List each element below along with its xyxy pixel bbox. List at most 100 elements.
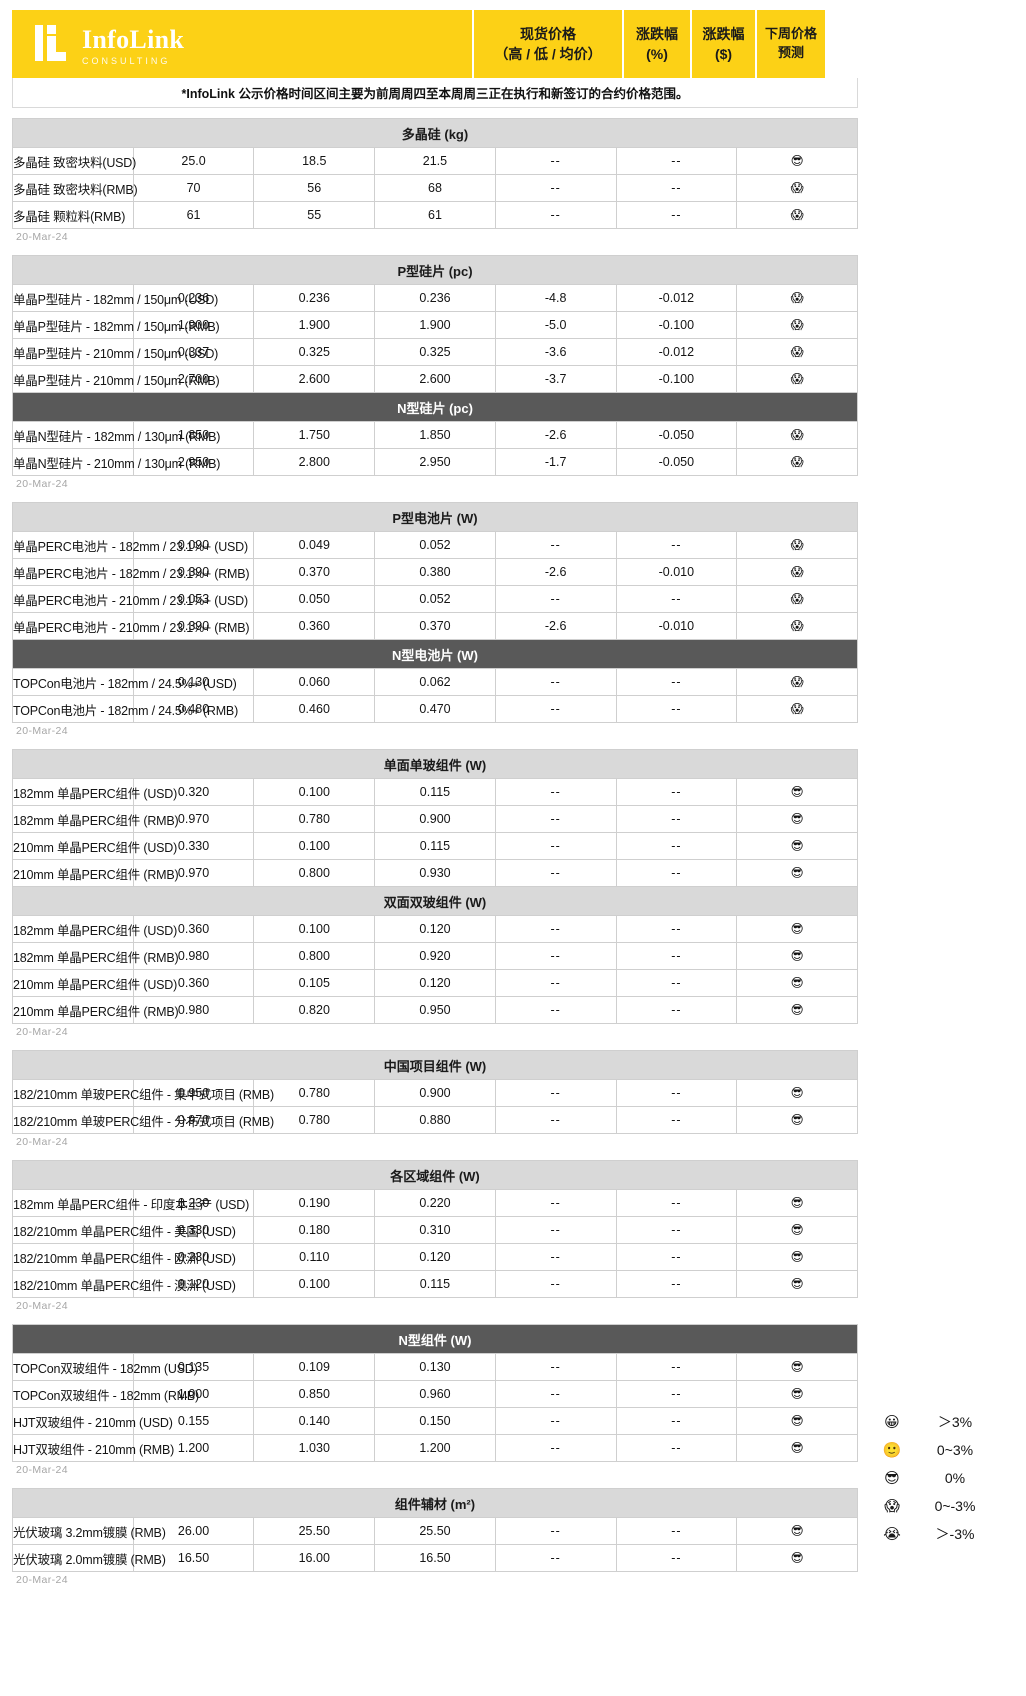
header-change-pct-sub: (%) [646,46,668,62]
change-percent: -- [494,1407,617,1435]
block-date-stamp: 20-Mar-24 [16,231,69,243]
change-absolute: -- [615,1216,738,1244]
change-absolute: -- [615,585,738,613]
price-avg: 0.930 [374,859,496,887]
row-label: HJT双玻组件 - 210mm (USD) [12,1407,173,1435]
price-avg: 0.120 [374,969,496,997]
section-title: 组件辅材 (m²) [12,1488,858,1518]
price-avg: 0.900 [374,1079,496,1107]
header-spot-price-title: 现货价格 [520,25,576,42]
table-row: 210mm 单晶PERC组件 (RMB) 0.970 0.800 0.930 -- -- 😎 [12,859,858,887]
block-spacer [0,739,1026,749]
change-percent: -- [494,1189,617,1217]
price-low: 1.030 [253,1434,376,1462]
block-spacer [0,492,1026,502]
table-row: 210mm 单晶PERC组件 (USD) 0.330 0.100 0.115 -- -- 😎 [12,832,858,860]
price-avg: 0.130 [374,1353,496,1381]
price-avg: 21.5 [374,147,496,175]
price-block-module-n-type: N型组件 (W) TOPCon双玻组件 - 182mm (USD) 0.135 0.1… [12,1324,858,1462]
price-table-module-aux: 组件辅材 (m²) 光伏玻璃 3.2mm镀膜 (RMB) 26.00 25.50 25.… [12,1488,858,1572]
change-percent: -1.7 [494,448,617,476]
price-high: 0.950 [132,1079,255,1107]
brand-wordmark: InfoLink CONSULTING [82,26,184,66]
price-low: 1.900 [253,311,376,339]
change-absolute: -- [615,942,738,970]
price-low: 0.050 [253,585,376,613]
change-absolute: -- [615,996,738,1024]
forecast-emoji-icon: 😎 [736,915,858,943]
header-forecast: 下周价格 预测 [755,10,825,78]
row-label: TOPCon双玻组件 - 182mm (RMB) [12,1380,199,1408]
change-percent: -- [494,695,617,723]
header-change-pct-title: 涨跌幅 [636,25,678,42]
legend-range-label: 0% [944,1470,966,1486]
row-label: 182/210mm 单晶PERC组件 - 欧洲 (USD) [12,1243,236,1271]
change-absolute: -0.010 [615,558,738,586]
price-high: 70 [132,174,255,202]
forecast-emoji-icon: 😱 [736,421,858,449]
price-avg: 0.150 [374,1407,496,1435]
section-header-row: N型组件 (W) [12,1324,858,1354]
forecast-emoji-icon: 😎 [736,1106,858,1134]
brand-subtitle: CONSULTING [82,55,171,66]
table-row: 单晶N型硅片 - 210mm / 130μm (RMB) 2.950 2.800 2.… [12,448,858,476]
change-percent: -2.6 [494,558,617,586]
block-spacer [0,245,1026,255]
change-percent: -- [494,832,617,860]
change-percent: -- [494,1243,617,1271]
table-row: 单晶PERC电池片 - 210mm / 23.1%+ (USD) 0.053 0.0… [12,585,858,613]
change-absolute: -- [615,531,738,559]
row-label: 光伏玻璃 2.0mm镀膜 (RMB) [12,1544,166,1572]
row-label: 多晶硅 颗粒料(RMB) [12,201,134,229]
price-low: 0.800 [253,942,376,970]
block-date-stamp: 20-Mar-24 [16,1026,69,1038]
table-row: 182mm 单晶PERC组件 - 印度本土产 (USD) 0.230 0.190 0.… [12,1189,858,1217]
price-low: 0.820 [253,996,376,1024]
row-label: 182mm 单晶PERC组件 (USD) [12,778,177,806]
block-spacer [0,1314,1026,1324]
price-avg: 0.920 [374,942,496,970]
price-avg: 0.120 [374,915,496,943]
price-avg: 61 [374,201,496,229]
price-high: 1.000 [132,1380,255,1408]
row-label: 多晶硅 致密块料(RMB) [12,174,138,202]
price-avg: 0.880 [374,1106,496,1134]
change-absolute: -- [615,1189,738,1217]
price-avg: 1.900 [374,311,496,339]
forecast-emoji-icon: 😎 [736,996,858,1024]
forecast-emoji-icon: 😎 [736,1434,858,1462]
change-percent: -2.6 [494,612,617,640]
price-avg: 0.120 [374,1243,496,1271]
header-spot-price: 现货价格 （高 / 低 / 均价） [472,10,622,78]
legend-item: 😭 ＞-3% [875,1520,1015,1548]
section-header-row: P型硅片 (pc) [12,255,858,285]
row-label: 182/210mm 单晶PERC组件 - 美国 (USD) [12,1216,236,1244]
row-label: 单晶P型硅片 - 182mm / 150μm (RMB) [12,311,220,339]
table-row: 单晶P型硅片 - 182mm / 150μm (USD) 0.236 0.236 0.… [12,284,858,312]
price-high: 0.390 [132,558,255,586]
price-avg: 1.850 [374,421,496,449]
row-label: 单晶PERC电池片 - 182mm / 23.1%+ (RMB) [12,558,250,586]
row-label: TOPCon电池片 - 182mm / 24.5%+ (RMB) [12,695,238,723]
price-low: 0.109 [253,1353,376,1381]
price-high: 26.00 [132,1517,255,1545]
price-avg: 0.052 [374,585,496,613]
change-absolute: -0.100 [615,311,738,339]
table-row: 182mm 单晶PERC组件 (RMB) 0.980 0.800 0.920 -- -- 😎 [12,942,858,970]
row-label: 182/210mm 单晶PERC组件 - 澳洲 (USD) [12,1270,236,1298]
forecast-emoji-icon: 😎 [736,1353,858,1381]
price-avg: 0.115 [374,832,496,860]
price-avg: 0.062 [374,668,496,696]
price-avg: 0.470 [374,695,496,723]
change-absolute: -- [615,201,738,229]
price-table-wafer: P型硅片 (pc) 单晶P型硅片 - 182mm / 150μm (USD) 0.2… [12,255,858,476]
table-row: 182/210mm 单玻PERC组件 - 集中式项目 (RMB) 0.950 0.7… [12,1079,858,1107]
row-label: HJT双玻组件 - 210mm (RMB) [12,1434,174,1462]
price-blocks: 多晶硅 (kg) 多晶硅 致密块料(USD) 25.0 18.5 21.5 -- -- 😎 多晶… [0,108,1026,1588]
legend-range-label: 0~3% [936,1442,974,1458]
forecast-emoji-icon: 😱 [736,284,858,312]
row-label: 210mm 单晶PERC组件 (USD) [12,969,177,997]
change-percent: -- [494,1353,617,1381]
price-low: 0.140 [253,1407,376,1435]
forecast-emoji-icon: 😱 [736,174,858,202]
